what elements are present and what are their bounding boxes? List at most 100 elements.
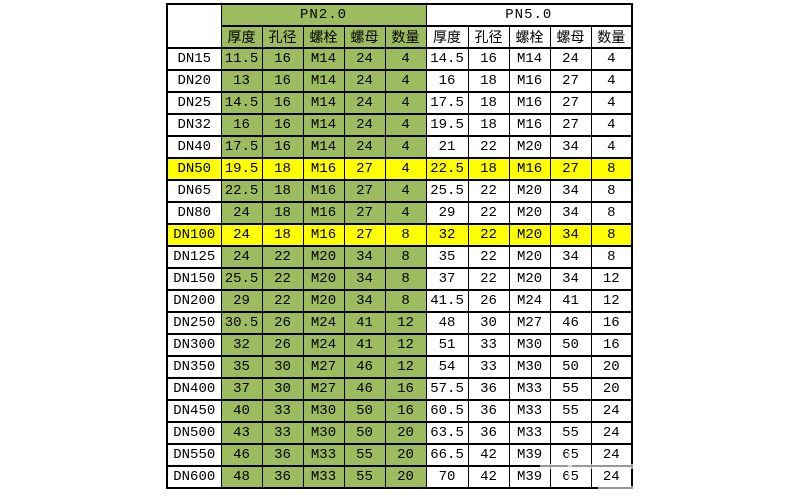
table-cell: 24 — [590, 465, 633, 489]
table-cell: 30 — [261, 355, 304, 379]
table-cell: 8 — [590, 157, 633, 181]
table-cell: 14.5 — [425, 47, 469, 71]
table-cell: 30.5 — [220, 311, 263, 335]
table-cell: 41 — [549, 289, 592, 313]
table-cell: M14 — [302, 135, 345, 159]
table-cell: 22 — [467, 179, 510, 203]
table-cell: 22 — [467, 201, 510, 225]
table-cell: 12 — [590, 267, 633, 291]
table-cell: M20 — [508, 135, 551, 159]
table-cell: 16 — [261, 91, 304, 115]
table-cell: 41 — [343, 333, 386, 357]
table-cell: 18 — [261, 201, 304, 225]
table-cell: M27 — [508, 311, 551, 335]
table-cell: 21 — [425, 135, 469, 159]
table-cell: 24 — [220, 245, 263, 269]
table-cell: M39 — [508, 465, 551, 489]
table-cell: 25.5 — [425, 179, 469, 203]
table-cell: 65 — [549, 465, 592, 489]
table-cell: 34 — [549, 267, 592, 291]
table-cell: 12 — [384, 311, 427, 335]
table-cell: 33 — [467, 333, 510, 357]
table-cell: 16 — [590, 311, 633, 335]
row-label: DN350 — [166, 355, 222, 379]
table-cell: 37 — [425, 267, 469, 291]
table-cell: 48 — [425, 311, 469, 335]
table-cell: M27 — [302, 355, 345, 379]
table-cell: 19.5 — [425, 113, 469, 137]
table-cell: 4 — [590, 113, 633, 137]
table-cell: 27 — [549, 157, 592, 181]
table-cell: M14 — [508, 47, 551, 71]
table-cell: 4 — [384, 47, 427, 71]
table-row: DN65 22.5 18 M16 27 4 25.5 22 M20 34 8 — [166, 179, 633, 203]
table-cell: 18 — [261, 157, 304, 181]
row-label: DN100 — [166, 223, 222, 247]
table-cell: 16 — [261, 69, 304, 93]
table-cell: 54 — [425, 355, 469, 379]
row-label: DN500 — [166, 421, 222, 445]
row-label: DN65 — [166, 179, 222, 203]
table-cell: 24 — [343, 113, 386, 137]
table-cell: 18 — [261, 223, 304, 247]
table-row: DN20 13 16 M14 24 4 16 18 M16 27 4 — [166, 69, 633, 93]
table-cell: 8 — [590, 223, 633, 247]
group-header-pn2: PN2.0 — [220, 3, 427, 27]
table-cell: 22.5 — [220, 179, 263, 203]
table-cell: 33 — [261, 399, 304, 423]
table-cell: 22 — [467, 223, 510, 247]
row-label: DN450 — [166, 399, 222, 423]
table-cell: 26 — [261, 311, 304, 335]
table-cell: 25.5 — [220, 267, 263, 291]
table-cell: 33 — [467, 355, 510, 379]
column-header-pn2-thickness: 厚度 — [220, 25, 263, 49]
table-cell: M20 — [508, 223, 551, 247]
table-cell: 22.5 — [425, 157, 469, 181]
table-cell: 36 — [467, 399, 510, 423]
table-row: DN150 25.5 22 M20 34 8 37 22 M20 34 12 — [166, 267, 633, 291]
table-cell: 34 — [549, 245, 592, 269]
table-cell: M16 — [508, 157, 551, 181]
table-cell: 34 — [549, 201, 592, 225]
table-cell: 4 — [384, 157, 427, 181]
table-body: DN15 11.5 16 M14 24 4 14.5 16 M14 24 4 DN20 13 16 M14 2… — [166, 47, 633, 489]
table-cell: 17.5 — [425, 91, 469, 115]
table-cell: 24 — [220, 223, 263, 247]
table-cell: 43 — [220, 421, 263, 445]
table-cell: 41.5 — [425, 289, 469, 313]
table-cell: 34 — [343, 289, 386, 313]
table-cell: 22 — [261, 289, 304, 313]
row-label: DN15 — [166, 47, 222, 71]
table-cell: M20 — [508, 267, 551, 291]
table-cell: M20 — [508, 245, 551, 269]
table-row: DN100 24 18 M16 27 8 32 22 M20 34 8 — [166, 223, 633, 247]
table-cell: M14 — [302, 69, 345, 93]
column-header-pn5-nut: 螺母 — [549, 25, 592, 49]
table-cell: 65 — [549, 443, 592, 467]
table-cell: 4 — [590, 47, 633, 71]
table-cell: M16 — [508, 69, 551, 93]
table-cell: 12 — [384, 333, 427, 357]
table-cell: 33 — [261, 421, 304, 445]
table-cell: 20 — [384, 421, 427, 445]
table-cell: 27 — [343, 157, 386, 181]
table-cell: 36 — [467, 421, 510, 445]
table-row: DN450 40 33 M30 50 16 60.5 36 M33 55 24 — [166, 399, 633, 423]
table-cell: 24 — [220, 201, 263, 225]
column-header-pn5-quantity: 数量 — [590, 25, 633, 49]
table-cell: M33 — [302, 443, 345, 467]
table-row: DN125 24 22 M20 34 8 35 22 M20 34 8 — [166, 245, 633, 269]
table-cell: 46 — [220, 443, 263, 467]
table-cell: 4 — [384, 179, 427, 203]
table-cell: 22 — [467, 267, 510, 291]
row-label: DN125 — [166, 245, 222, 269]
table-cell: 4 — [590, 91, 633, 115]
table-cell: 4 — [384, 69, 427, 93]
table-cell: 66.5 — [425, 443, 469, 467]
table-cell: 24 — [590, 399, 633, 423]
table-cell: 63.5 — [425, 421, 469, 445]
table-cell: 4 — [384, 91, 427, 115]
table-cell: M24 — [302, 311, 345, 335]
table-cell: 27 — [549, 91, 592, 115]
